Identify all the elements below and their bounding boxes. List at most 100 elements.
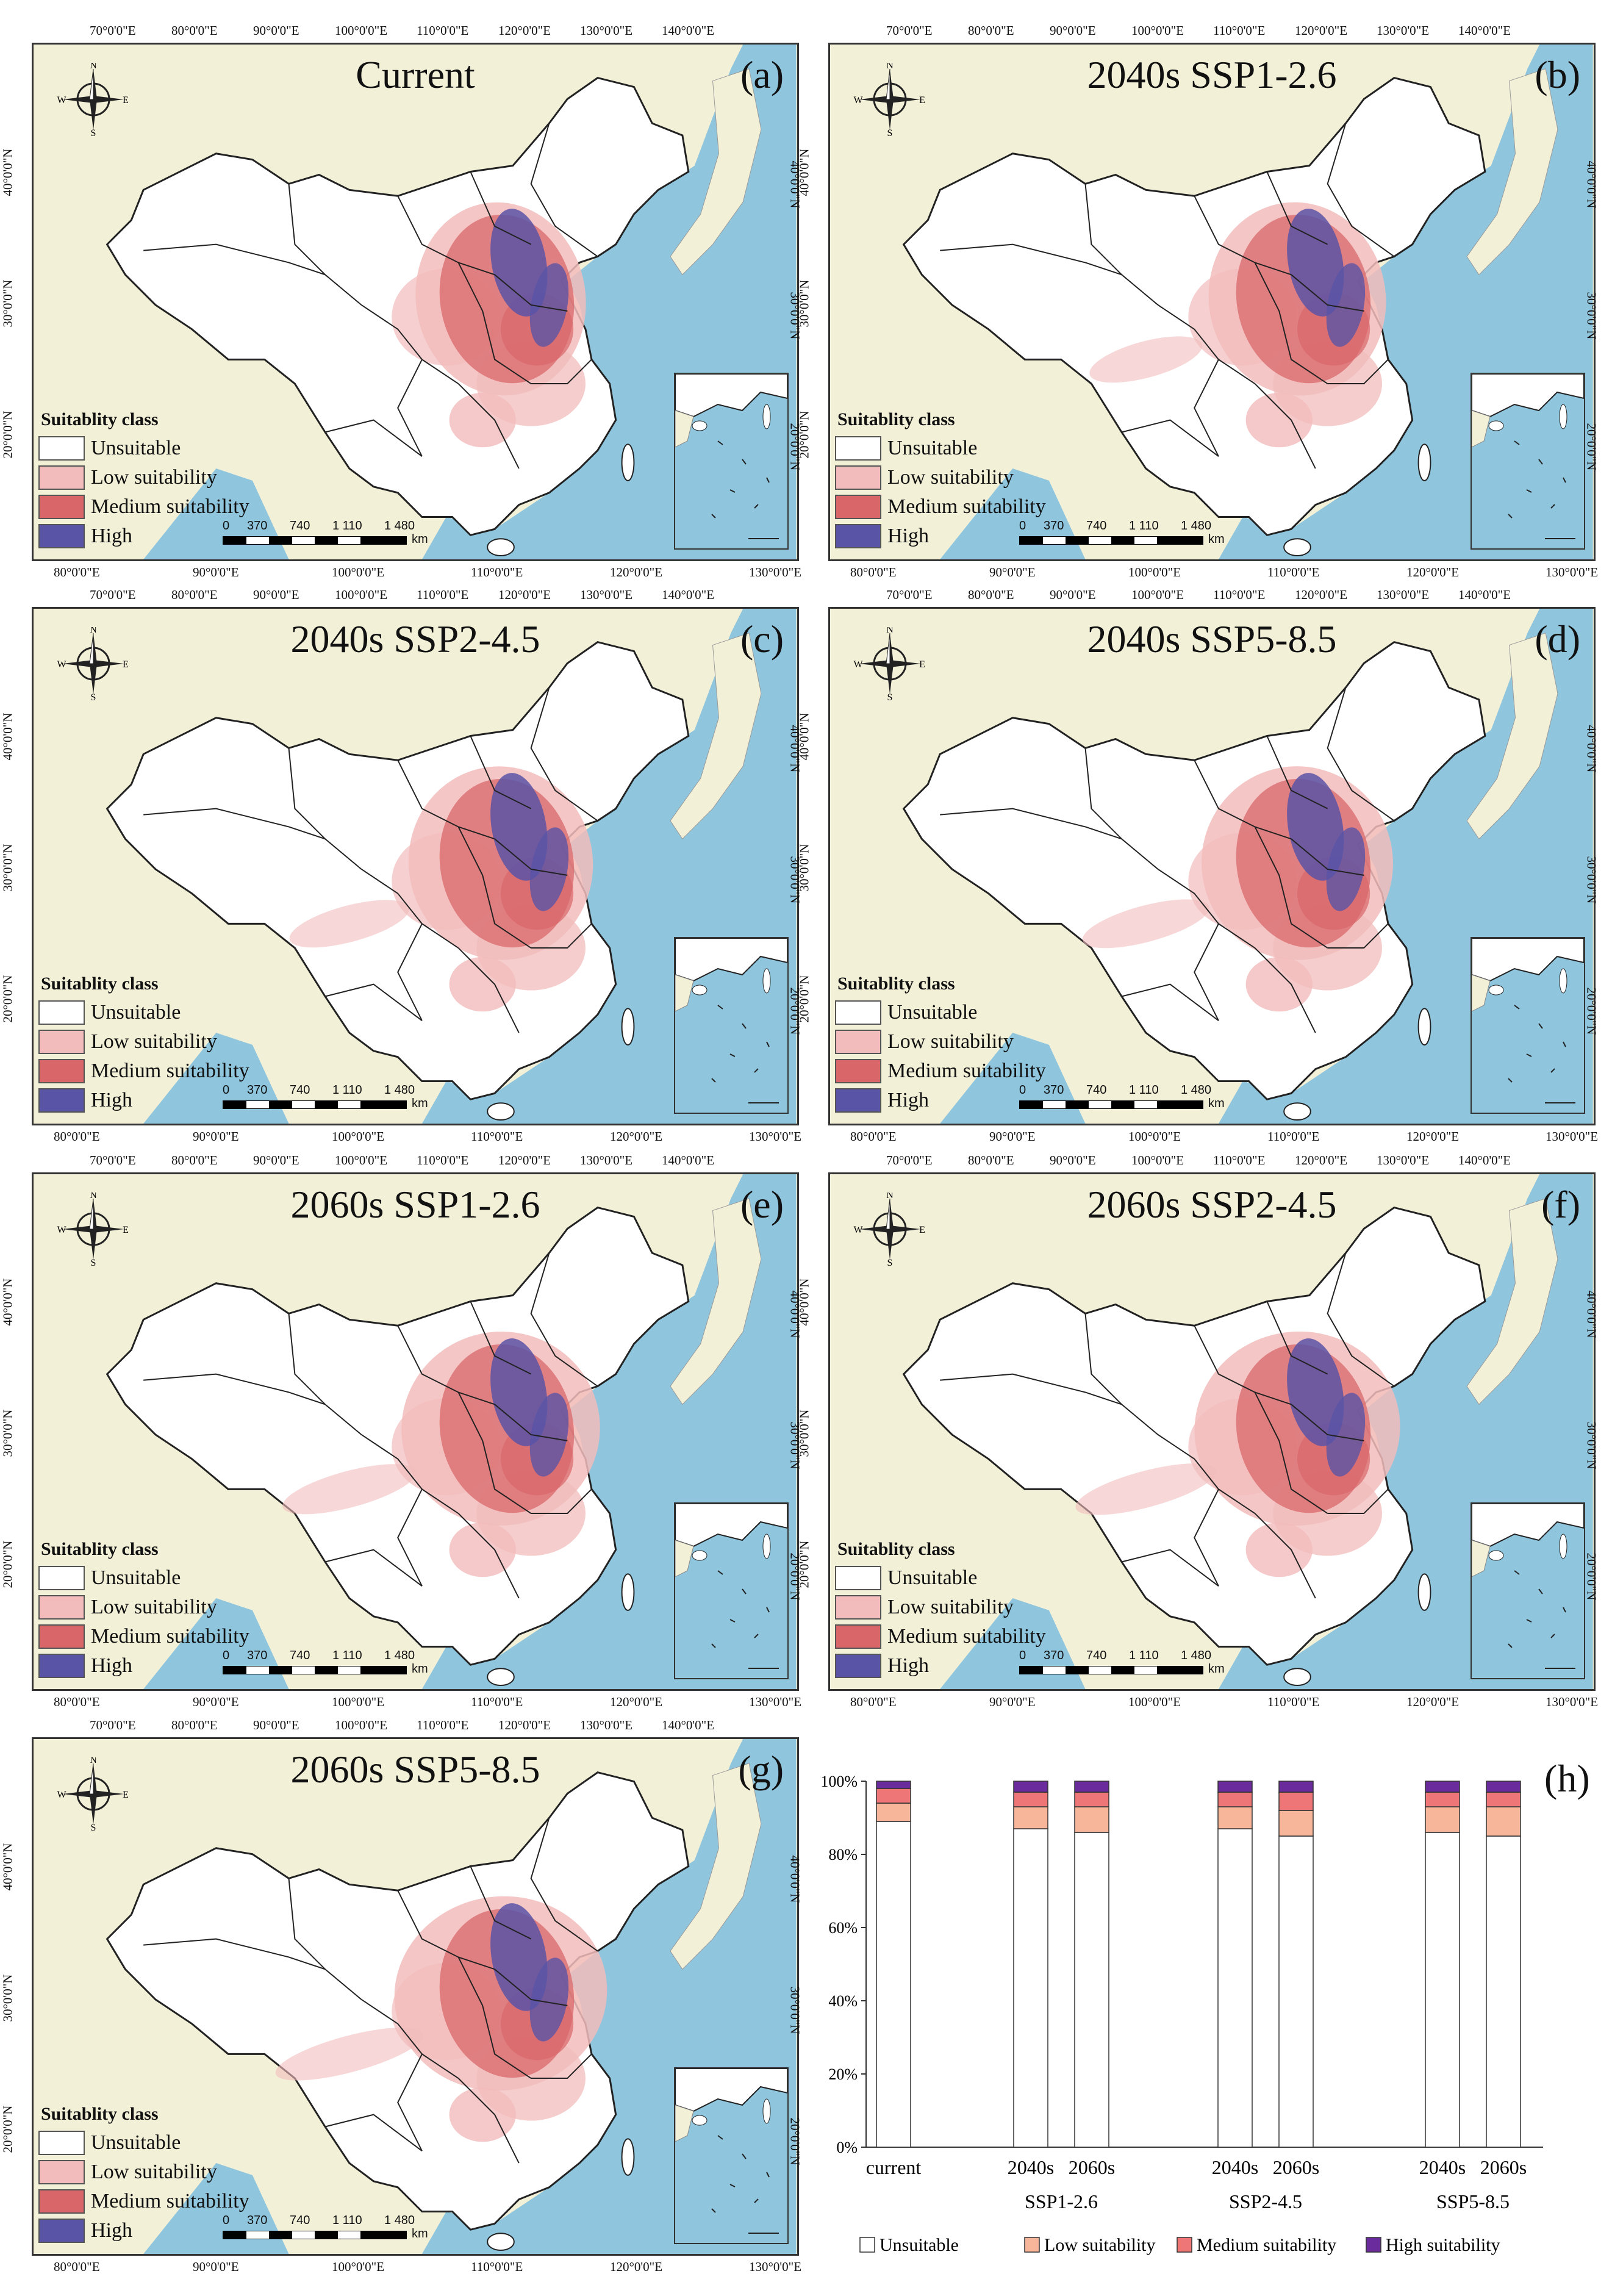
bar-segment-high-suitability: [876, 1781, 911, 1789]
legend-swatch: [38, 1030, 85, 1054]
svg-text:N: N: [90, 1193, 97, 1200]
province-border: [530, 1817, 598, 1952]
chart-legend-swatch: [859, 2237, 875, 2253]
legend-label: Medium suitability: [91, 1625, 249, 1648]
scale-tick-label: 740: [1086, 1083, 1107, 1097]
taiwan-island: [621, 2138, 635, 2176]
suitability-patch: [1089, 336, 1203, 383]
province-border: [1254, 947, 1316, 1033]
scale-tick-label: 1 110: [1129, 1649, 1159, 1662]
chart-legend-label: Low suitability: [1044, 2235, 1156, 2255]
right-latitude-label: 20°0'0"N: [787, 2117, 803, 2165]
top-longitude-label: 140°0'0"E: [662, 1153, 715, 1168]
suitability-patch: [490, 773, 548, 881]
bottom-longitude-label: 80°0'0"E: [54, 1695, 100, 1709]
legend-label: High: [91, 1654, 132, 1677]
scale-unit: km: [412, 533, 428, 546]
legend-swatch: [835, 465, 881, 490]
scale-tick-label: 1 110: [332, 519, 362, 533]
legend-item: Medium suitability: [38, 492, 319, 522]
province-border: [1158, 869, 1256, 949]
scale-tick-label: 1 480: [384, 1649, 415, 1662]
south-china-sea-inset: [674, 373, 789, 550]
scale-unit: km: [1208, 1662, 1225, 1676]
bottom-longitude-label: 120°0'0"E: [610, 1129, 663, 1144]
svg-text:E: E: [919, 95, 925, 106]
legend-label: Low suitability: [91, 466, 217, 489]
legend-item: Unsuitable: [38, 998, 319, 1027]
hainan-island: [1283, 1668, 1311, 1687]
province-border: [1084, 184, 1159, 306]
map-panel-d: N S W E 2040s SSP5-8.5 (d) Suitablity clas…: [828, 607, 1596, 1125]
scale-tick-label: 0: [1019, 1649, 1026, 1662]
top-longitude-label: 140°0'0"E: [662, 23, 715, 38]
province-border: [1194, 359, 1219, 457]
bottom-longitude-label: 100°0'0"E: [332, 1695, 385, 1709]
top-longitude-label: 100°0'0"E: [335, 1153, 388, 1168]
suitability-patch: [1082, 899, 1209, 949]
taiwan-island: [1417, 1008, 1431, 1046]
top-longitude-label: 120°0'0"E: [498, 587, 551, 602]
top-longitude-label: 130°0'0"E: [580, 1718, 633, 1732]
bottom-longitude-label: 90°0'0"E: [989, 565, 1036, 579]
scale-tick-label: 740: [1086, 1649, 1107, 1662]
north-arrow-icon: N S W E: [57, 627, 128, 700]
svg-text:E: E: [123, 1790, 129, 1800]
bar-segment-high-suitability: [1486, 1781, 1521, 1793]
left-latitude-label: 40°0'0"N: [797, 148, 812, 196]
legend-item: Unsuitable: [835, 998, 1116, 1027]
bar-segment-medium-suitability: [876, 1788, 911, 1804]
province-border: [1327, 687, 1395, 822]
scale-tick-label: 0: [223, 2214, 230, 2227]
bar-segment-unsuitable: [1278, 1835, 1314, 2148]
top-longitude-label: 70°0'0"E: [90, 587, 136, 602]
bar-segment-unsuitable: [1486, 1835, 1521, 2148]
scale-tick-label: 740: [290, 519, 310, 533]
province-border: [397, 1890, 495, 1970]
province-border: [1158, 1434, 1256, 1514]
province-border: [397, 195, 495, 276]
scale-tick-label: 740: [290, 2214, 310, 2227]
legend-label: High: [91, 1089, 132, 1111]
scale-unit: km: [1208, 1097, 1225, 1110]
top-longitude-label: 130°0'0"E: [580, 1153, 633, 1168]
y-tick-label: 60%: [828, 1919, 858, 1937]
svg-text:N: N: [886, 63, 894, 71]
bottom-longitude-label: 90°0'0"E: [193, 565, 239, 579]
province-border: [324, 2114, 423, 2151]
legend-item: Unsuitable: [38, 434, 319, 463]
svg-text:S: S: [887, 692, 893, 700]
panel-title: 2040s SSP2-4.5: [290, 617, 540, 661]
bottom-longitude-label: 130°0'0"E: [749, 1695, 802, 1709]
province-border: [494, 274, 568, 312]
province-border: [1194, 759, 1292, 840]
legend-label: Medium suitability: [91, 495, 249, 518]
legend-label: High: [887, 1089, 929, 1111]
legend-title: Suitablity class: [837, 1539, 955, 1559]
bottom-longitude-label: 80°0'0"E: [54, 565, 100, 579]
legend-title: Suitablity class: [837, 974, 955, 994]
province-border: [397, 923, 423, 1021]
province-border: [1327, 1252, 1395, 1387]
legend-swatch: [38, 1000, 85, 1025]
suitability-patch: [275, 2028, 423, 2081]
top-longitude-label: 70°0'0"E: [886, 23, 933, 38]
top-longitude-label: 100°0'0"E: [335, 1718, 388, 1732]
province-border: [531, 359, 592, 385]
legend-title: Suitablity class: [41, 974, 159, 994]
top-longitude-label: 120°0'0"E: [498, 23, 551, 38]
province-border: [457, 947, 520, 1033]
bottom-longitude-label: 110°0'0"E: [471, 1129, 523, 1144]
province-border: [397, 759, 495, 840]
scale-tick-label: 370: [1044, 1649, 1064, 1662]
top-longitude-label: 110°0'0"E: [1213, 1153, 1266, 1168]
top-longitude-label: 70°0'0"E: [90, 23, 136, 38]
legend-item: Low suitability: [835, 1593, 1116, 1622]
legend-label: High: [91, 525, 132, 547]
legend-swatch: [38, 1624, 85, 1649]
legend-label: Unsuitable: [887, 1566, 978, 1589]
scale-bar: 0 370 740 1 110 1 480 km: [1019, 1083, 1306, 1114]
top-longitude-label: 130°0'0"E: [1377, 23, 1430, 38]
scale-tick-label: 0: [1019, 519, 1026, 533]
legend-item: Low suitability: [38, 2158, 319, 2187]
